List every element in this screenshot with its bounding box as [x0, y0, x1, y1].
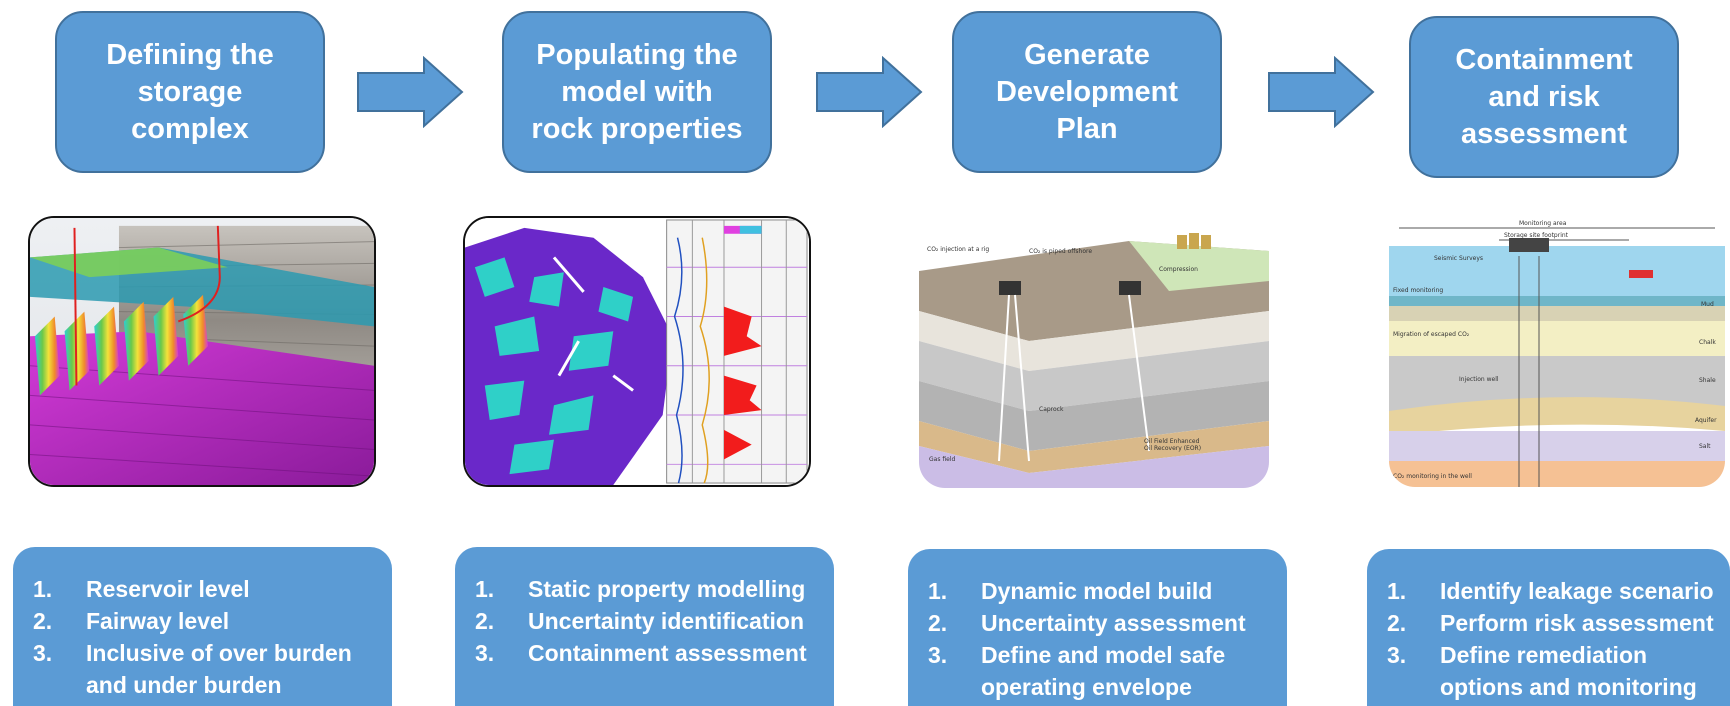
- svg-text:Injection well: Injection well: [1459, 376, 1499, 383]
- list-item: 2. Fairway level: [33, 608, 230, 634]
- list-panel-2: 1. Static property modelling 2. Uncertaint…: [455, 547, 834, 706]
- svg-text:Fixed monitoring: Fixed monitoring: [1393, 287, 1443, 294]
- svg-text:Seismic Surveys: Seismic Surveys: [1434, 255, 1483, 262]
- svg-text:Monitoring area: Monitoring area: [1519, 220, 1567, 227]
- svg-text:Migration of escaped CO₂: Migration of escaped CO₂: [1393, 331, 1470, 338]
- arrow-right-icon: [816, 56, 923, 128]
- svg-text:Chalk: Chalk: [1699, 339, 1716, 346]
- svg-text:CO₂ injection at a rig: CO₂ injection at a rig: [927, 246, 989, 253]
- arrow-right-icon: [1268, 56, 1375, 128]
- svg-text:Mud: Mud: [1701, 301, 1714, 308]
- step-2-title: Populating the model with rock propertie…: [502, 11, 772, 173]
- svg-text:Salt: Salt: [1699, 443, 1711, 450]
- svg-text:CO₂ monitoring in the well: CO₂ monitoring in the well: [1393, 473, 1472, 480]
- list-panel-1: 1. Reservoir level 2. Fairway level 3. Incl…: [13, 547, 392, 706]
- svg-text:Aquifer: Aquifer: [1695, 417, 1717, 424]
- injection-site-block-diagram-image: CO₂ injection at a rig CO₂ is piped offs…: [919, 221, 1269, 488]
- list-item: 3. Containment assessment: [475, 640, 807, 666]
- list-item: 2. Uncertainty assessment: [928, 610, 1246, 636]
- step-4-title: Containment and risk assessment: [1409, 16, 1679, 178]
- list-item: 3. Define remediation options and monitor…: [1387, 642, 1697, 700]
- list-item: 1. Static property modelling: [475, 576, 806, 602]
- svg-text:Compression: Compression: [1159, 266, 1198, 273]
- list-panel-3: 1. Dynamic model build 2. Uncertainty asse…: [908, 549, 1287, 706]
- step-1-title: Defining the storage complex: [55, 11, 325, 173]
- step-3-title: Generate Development Plan: [952, 11, 1222, 173]
- property-model-image: [463, 216, 811, 487]
- svg-text:CO₂ is piped offshore: CO₂ is piped offshore: [1029, 248, 1092, 255]
- list-item: 3. Define and model safe operating envelo…: [928, 642, 1226, 700]
- svg-text:Shale: Shale: [1699, 377, 1716, 384]
- seismic-volume-image: [28, 216, 376, 487]
- list-item: 3. Inclusive of over burden and under bur…: [33, 640, 352, 698]
- list-item: 1. Identify leakage scenario: [1387, 578, 1714, 604]
- svg-text:Storage site footprint: Storage site footprint: [1504, 232, 1569, 239]
- arrow-right-icon: [357, 56, 464, 128]
- list-item: 2. Perform risk assessment: [1387, 610, 1714, 636]
- list-panel-4: 1. Identify leakage scenario 2. Perform ri…: [1367, 549, 1730, 706]
- list-item: 2. Uncertainty identification: [475, 608, 805, 634]
- monitoring-cross-section-image: Monitoring area Storage site footprint S…: [1389, 216, 1725, 487]
- svg-text:Oil Recovery (EOR): Oil Recovery (EOR): [1144, 445, 1201, 452]
- list-item: 1. Reservoir level: [33, 576, 250, 602]
- svg-text:Gas field: Gas field: [929, 456, 955, 463]
- svg-text:Oil Field Enhanced: Oil Field Enhanced: [1144, 438, 1200, 445]
- svg-text:Caprock: Caprock: [1039, 406, 1064, 413]
- list-item: 1. Dynamic model build: [928, 578, 1213, 604]
